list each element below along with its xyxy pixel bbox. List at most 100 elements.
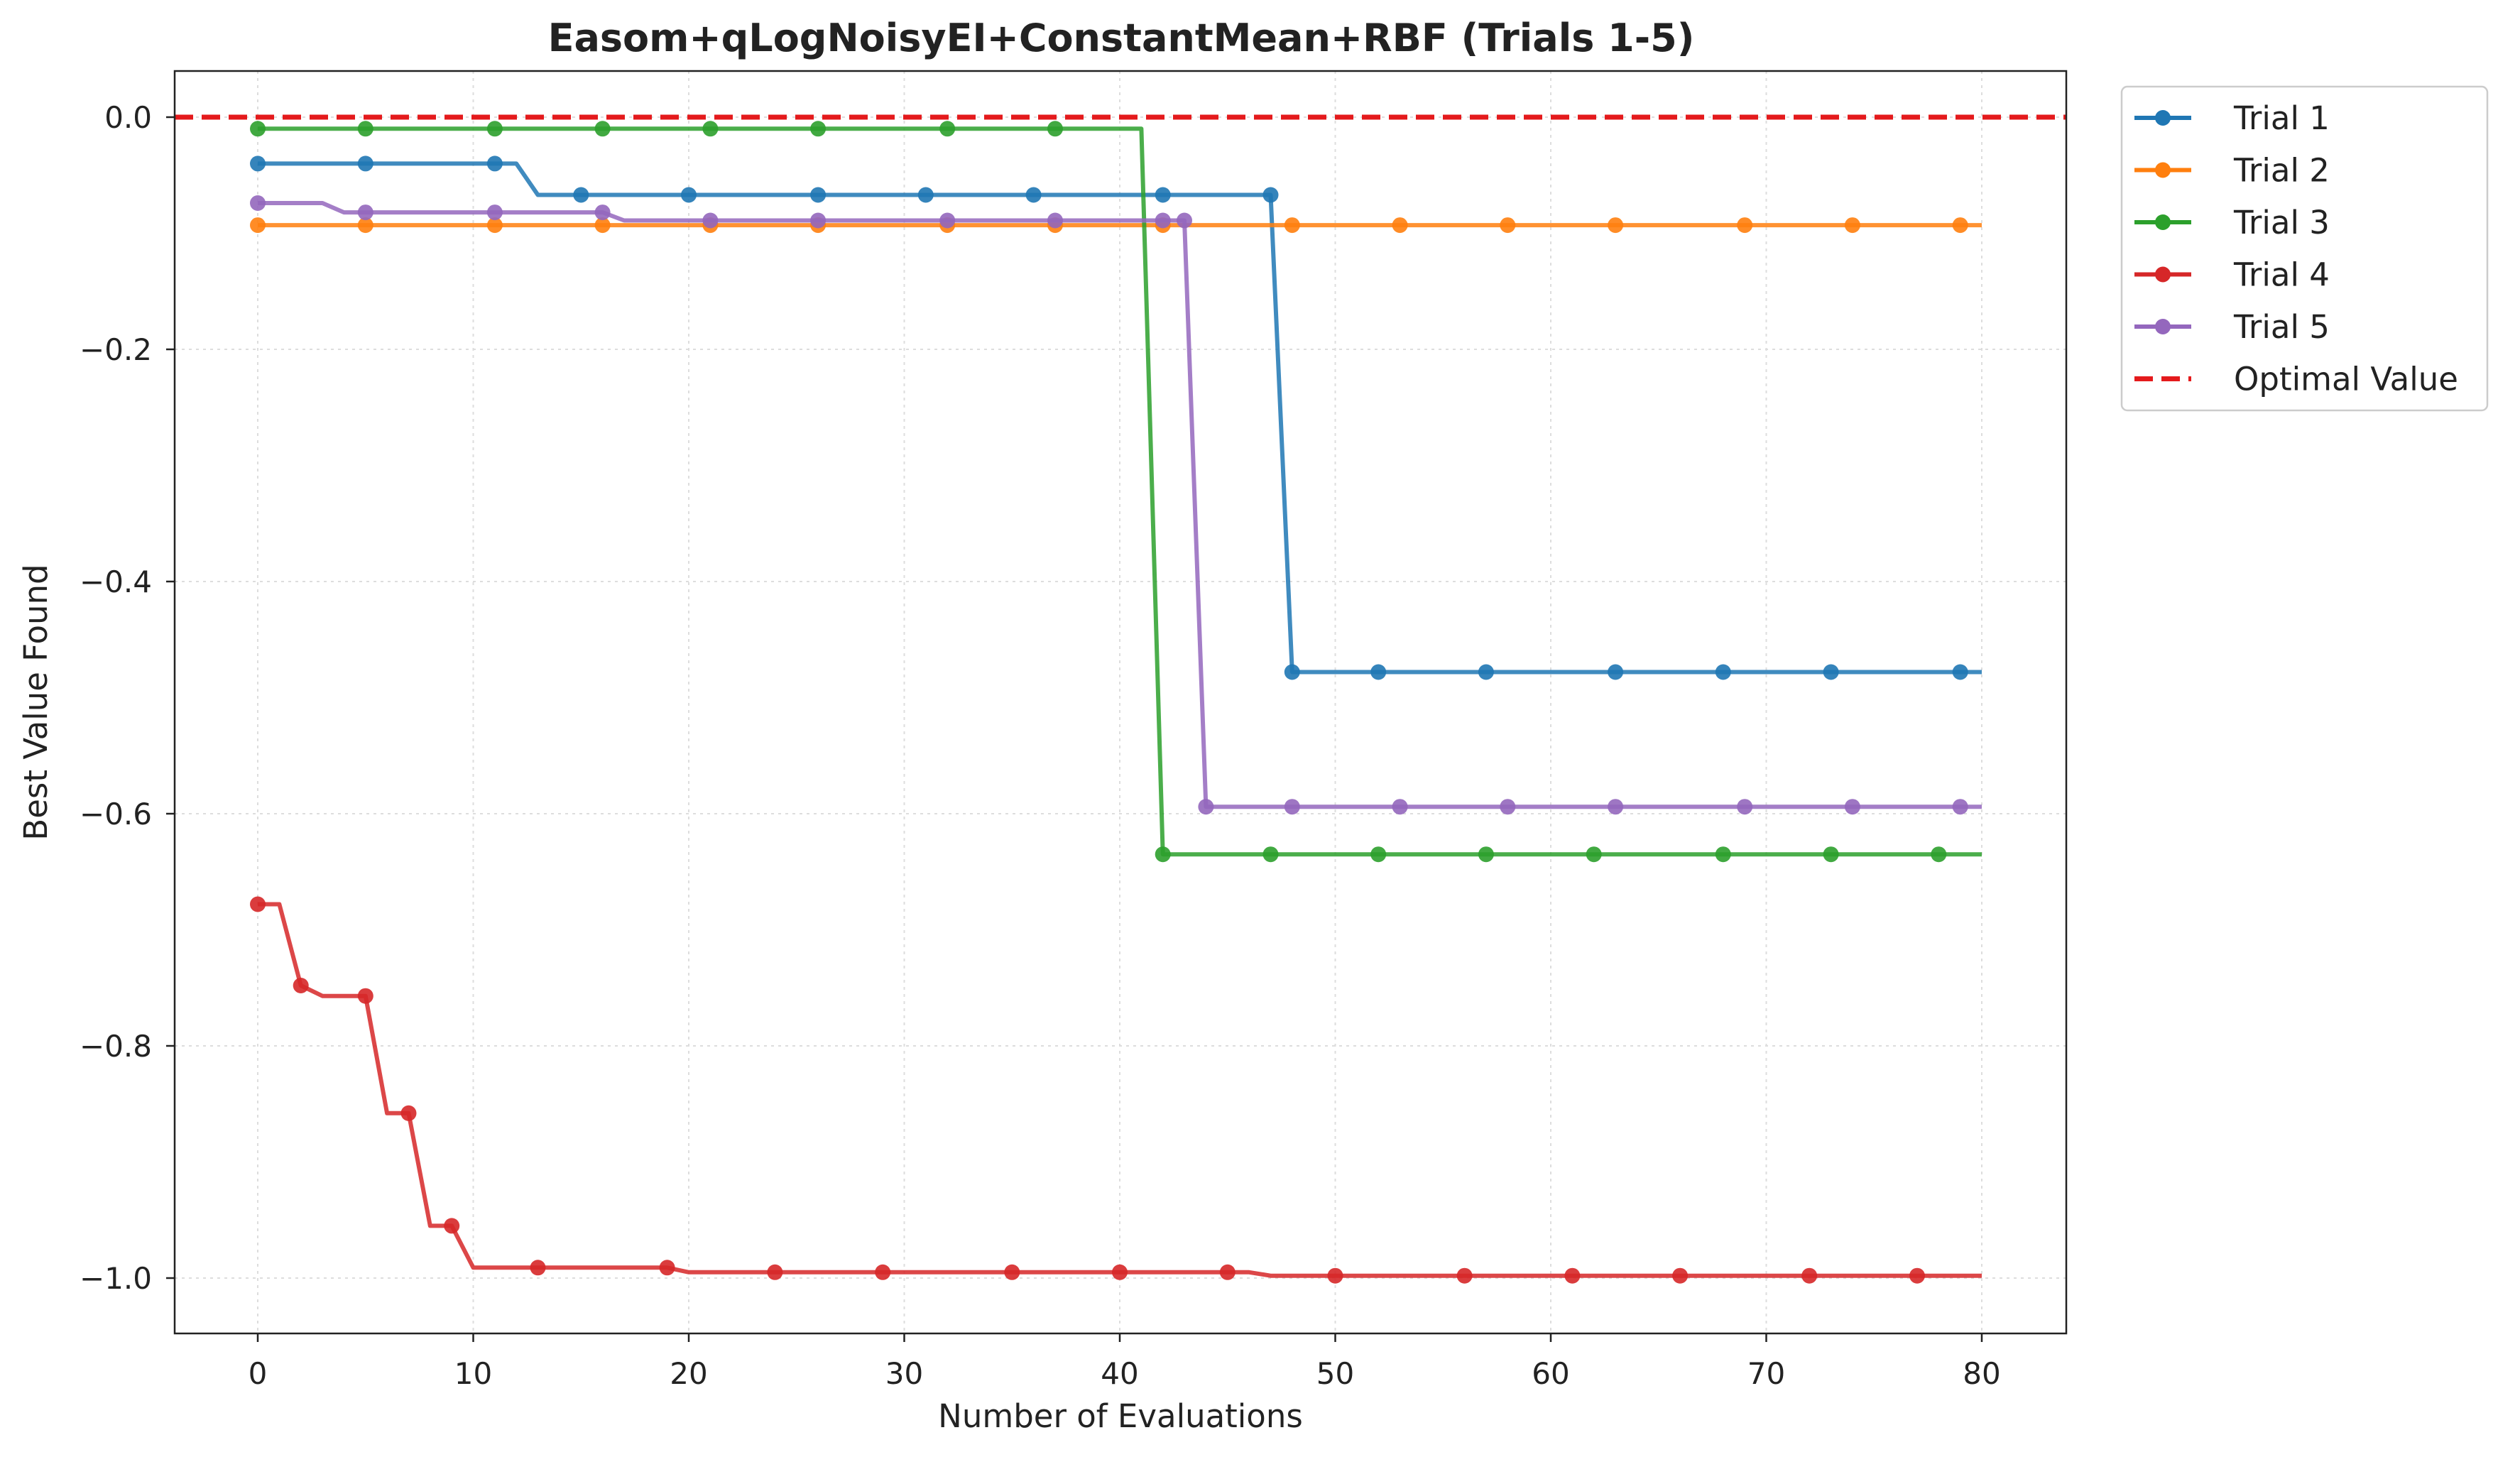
legend-marker bbox=[2155, 110, 2171, 126]
legend-label: Trial 5 bbox=[2233, 308, 2330, 346]
data-point bbox=[1262, 846, 1279, 863]
legend-label: Trial 3 bbox=[2233, 204, 2330, 241]
legend-entry: Trial 3 bbox=[2134, 204, 2330, 241]
data-point bbox=[1931, 846, 1947, 863]
data-point bbox=[1004, 1264, 1020, 1280]
data-point bbox=[250, 195, 266, 211]
series-trial-5 bbox=[250, 195, 1982, 815]
data-point bbox=[250, 217, 266, 234]
legend-entry: Trial 1 bbox=[2134, 99, 2330, 137]
x-tick-label: 40 bbox=[1101, 1356, 1138, 1391]
data-point bbox=[486, 155, 503, 172]
legend-label: Trial 2 bbox=[2233, 152, 2330, 190]
x-tick-label: 70 bbox=[1747, 1356, 1785, 1391]
data-point bbox=[250, 896, 266, 912]
legend-label: Trial 4 bbox=[2233, 256, 2330, 294]
data-point bbox=[1219, 1264, 1236, 1280]
data-point bbox=[1564, 1267, 1581, 1284]
data-point bbox=[1737, 217, 1753, 234]
data-point bbox=[1672, 1267, 1689, 1284]
data-point bbox=[917, 187, 934, 203]
series-trial-3 bbox=[250, 121, 1982, 863]
series-line bbox=[258, 201, 1982, 809]
legend: Trial 1 Trial 2 Trial 3 Trial 4 Trial 5 Optim… bbox=[2120, 85, 2489, 412]
y-tick-label: −0.8 bbox=[80, 1029, 152, 1064]
data-point bbox=[594, 204, 611, 221]
y-axis-ticks: 0.0 −0.2 −0.4 −0.6 −0.8 −1.0 bbox=[80, 100, 175, 1296]
series-line bbox=[258, 126, 1982, 857]
data-point bbox=[1155, 187, 1171, 203]
data-point bbox=[594, 121, 611, 137]
data-point bbox=[1952, 217, 1968, 234]
data-point bbox=[357, 217, 373, 234]
data-point bbox=[810, 212, 827, 229]
x-axis-label: Number of Evaluations bbox=[938, 1397, 1303, 1435]
x-tick-label: 0 bbox=[249, 1356, 268, 1391]
legend-marker bbox=[2155, 214, 2171, 230]
data-point bbox=[1284, 799, 1300, 815]
data-point bbox=[357, 204, 373, 221]
data-point bbox=[659, 1260, 675, 1276]
legend-entry: Trial 4 bbox=[2134, 256, 2330, 294]
data-point bbox=[486, 217, 503, 234]
legend-marker bbox=[2155, 319, 2171, 334]
series-layer bbox=[250, 121, 1982, 1284]
x-axis-ticks: 0 10 20 30 40 50 60 70 80 bbox=[249, 1333, 2001, 1391]
data-point bbox=[1047, 121, 1063, 137]
legend-entry: Trial 5 bbox=[2134, 308, 2330, 346]
series-line bbox=[258, 161, 1982, 675]
data-point bbox=[293, 978, 309, 993]
y-tick-label: −0.4 bbox=[80, 564, 152, 599]
data-point bbox=[1823, 664, 1839, 680]
data-point bbox=[1500, 799, 1516, 815]
legend-label: Trial 1 bbox=[2233, 99, 2330, 137]
x-tick-label: 20 bbox=[670, 1356, 707, 1391]
data-point bbox=[1112, 1264, 1128, 1280]
data-point bbox=[1177, 212, 1192, 229]
series-line bbox=[258, 902, 1982, 1278]
x-tick-label: 30 bbox=[885, 1356, 923, 1391]
data-point bbox=[1370, 846, 1387, 863]
data-point bbox=[1198, 799, 1214, 815]
x-tick-label: 50 bbox=[1316, 1356, 1354, 1391]
legend-marker bbox=[2155, 266, 2171, 283]
data-point bbox=[1155, 846, 1171, 863]
data-point bbox=[1155, 212, 1171, 229]
legend-marker bbox=[2155, 162, 2171, 178]
data-point bbox=[1586, 846, 1602, 863]
data-point bbox=[1047, 212, 1063, 229]
data-point bbox=[939, 212, 956, 229]
data-point bbox=[1715, 664, 1731, 680]
chart-title: Easom+qLogNoisyEI+ConstantMean+RBF (Tria… bbox=[548, 16, 1695, 60]
data-point bbox=[1370, 664, 1387, 680]
data-point bbox=[1392, 217, 1408, 234]
data-point bbox=[1392, 799, 1408, 815]
data-point bbox=[1909, 1267, 1925, 1284]
legend-entry: Trial 2 bbox=[2134, 152, 2330, 190]
data-point bbox=[400, 1105, 417, 1121]
data-point bbox=[810, 187, 827, 203]
grid bbox=[175, 71, 2066, 1333]
data-point bbox=[1801, 1267, 1818, 1284]
data-point bbox=[1952, 664, 1968, 680]
data-point bbox=[357, 121, 373, 137]
data-point bbox=[939, 121, 956, 137]
data-point bbox=[357, 988, 373, 1004]
data-point bbox=[1823, 846, 1839, 863]
legend-frame bbox=[2120, 85, 2489, 412]
data-point bbox=[1952, 799, 1968, 815]
data-point bbox=[1608, 799, 1624, 815]
data-point bbox=[702, 212, 719, 229]
data-point bbox=[810, 121, 827, 137]
data-point bbox=[357, 155, 373, 172]
series-trial-4 bbox=[250, 896, 1982, 1284]
y-tick-label: −0.2 bbox=[80, 332, 152, 367]
data-point bbox=[1715, 846, 1731, 863]
data-point bbox=[250, 121, 266, 137]
data-point bbox=[1262, 187, 1279, 203]
data-point bbox=[1456, 1267, 1473, 1284]
data-point bbox=[444, 1218, 460, 1234]
data-point bbox=[1478, 664, 1494, 680]
